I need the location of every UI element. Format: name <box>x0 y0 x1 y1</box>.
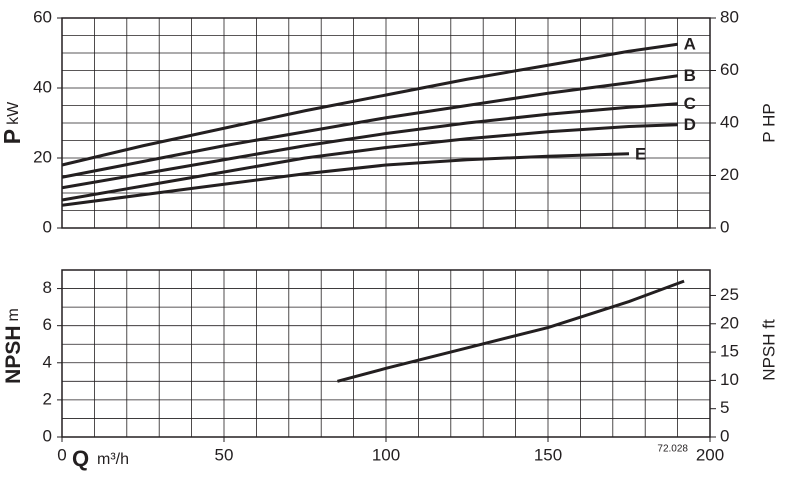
y2-tick-label: 80 <box>720 7 739 26</box>
curve-label: B <box>684 66 696 85</box>
x-label-symbol: Q <box>72 446 89 471</box>
y-label-unit: kW <box>5 101 22 125</box>
x-tick-label: 50 <box>215 445 234 464</box>
x-tick-label: 150 <box>534 445 562 464</box>
curve <box>61 102 678 190</box>
y-tick-label: 0 <box>43 426 52 445</box>
y-axis-label: PkW <box>0 101 25 144</box>
y-tick-label: 2 <box>43 389 52 408</box>
y-tick-label: 6 <box>43 315 52 334</box>
y2-tick-label: 5 <box>720 398 729 417</box>
curve <box>61 74 678 179</box>
curve <box>337 279 685 383</box>
y2-axis-label: P HP <box>759 103 778 142</box>
y2-tick-label: 25 <box>720 285 739 304</box>
curve-label: D <box>684 115 696 134</box>
curve <box>61 123 678 202</box>
y2-tick-label: 15 <box>720 342 739 361</box>
y-label-symbol: P <box>0 129 25 144</box>
y-tick-label: 60 <box>33 7 52 26</box>
y-label-symbol: NPSH <box>2 325 25 383</box>
y2-tick-label: 20 <box>720 313 739 332</box>
y-tick-label: 20 <box>33 147 52 166</box>
curve-label: E <box>635 144 646 163</box>
y2-tick-label: 10 <box>720 370 739 389</box>
y-tick-label: 8 <box>43 278 52 297</box>
y2-tick-label: 60 <box>720 60 739 79</box>
curve <box>61 152 630 207</box>
y-tick-label: 4 <box>43 352 52 371</box>
y-label-unit: m <box>5 308 22 321</box>
curve-label: C <box>684 94 696 113</box>
annotation: 72.028 <box>657 444 688 455</box>
y-tick-label: 40 <box>33 77 52 96</box>
x-label-unit: m³/h <box>97 451 129 468</box>
x-tick-label: 200 <box>696 445 724 464</box>
y-tick-label: 0 <box>43 217 52 236</box>
y2-tick-label: 0 <box>720 217 729 236</box>
y2-tick-label: 0 <box>720 426 729 445</box>
curve <box>61 42 678 167</box>
curve-label: A <box>684 35 696 54</box>
x-tick-label: 0 <box>57 445 66 464</box>
y2-tick-label: 20 <box>720 165 739 184</box>
y-axis-label: NPSH m <box>2 308 25 384</box>
y2-axis-label: NPSH ft <box>759 319 778 381</box>
y2-tick-label: 40 <box>720 112 739 131</box>
x-tick-label: 100 <box>372 445 400 464</box>
